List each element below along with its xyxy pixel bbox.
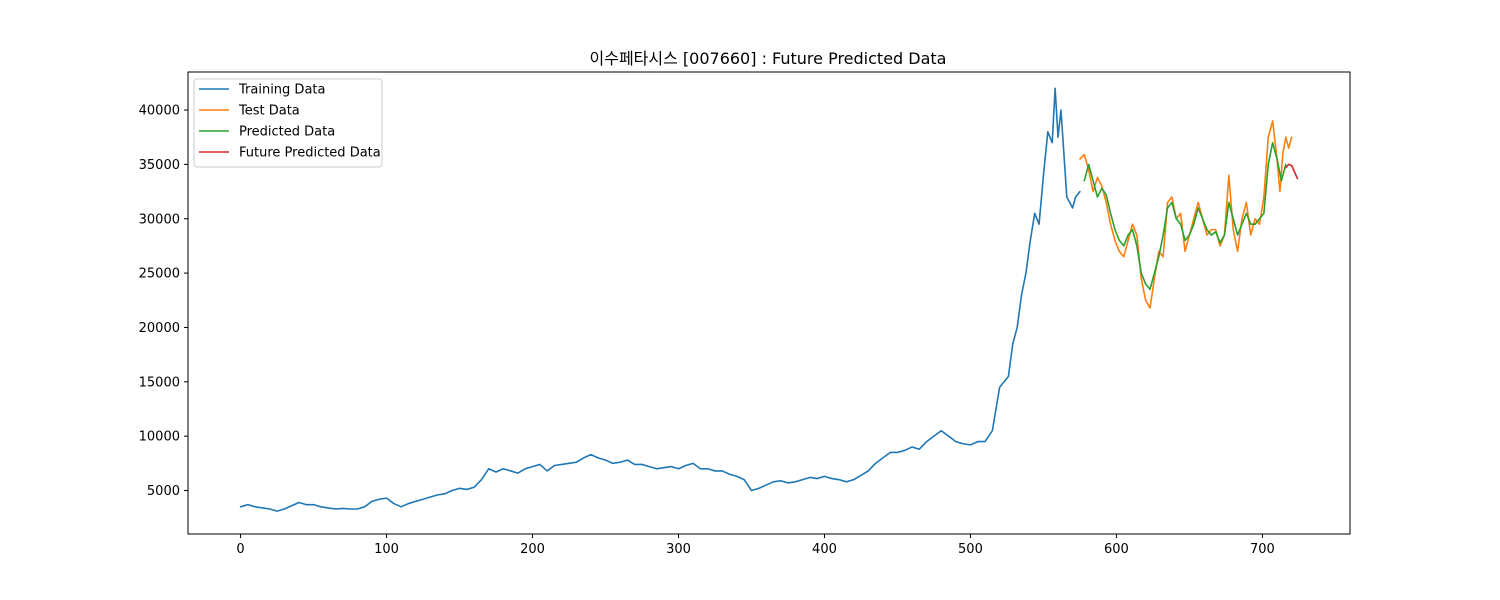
series-line-3 [1284,163,1299,180]
series-line-2 [1083,141,1287,291]
series-line-0 [239,87,1081,512]
chart-title: 이수페타시스 [007660] : Future Predicted Data [590,49,947,68]
x-tick-label: 500 [958,542,983,557]
x-tick-label: 100 [374,542,399,557]
x-tick-label: 700 [1250,542,1275,557]
series-layer [239,87,1299,512]
y-tick-label: 35000 [139,158,180,173]
legend-label-3: Future Predicted Data [239,146,381,161]
x-tick-label: 300 [666,542,691,557]
y-tick-label: 5000 [147,484,180,499]
legend-label-2: Predicted Data [239,125,335,140]
x-tick-label: 200 [520,542,545,557]
legend-label-0: Training Data [238,83,325,98]
x-tick-label: 600 [1104,542,1129,557]
y-tick-label: 40000 [139,104,180,119]
axis-ticks: 0 100 200 300 400 500 600 700 5000 10000 15000 2000… [139,104,1275,557]
plot-area-frame [187,71,1351,535]
x-tick-label: 0 [236,542,244,557]
y-tick-label: 25000 [139,267,180,282]
x-tick-label: 400 [812,542,837,557]
legend: Training Data Test Data Predicted Data Futu… [193,78,383,168]
y-tick-label: 10000 [139,430,180,445]
y-tick-label: 15000 [139,375,180,390]
legend-label-1: Test Data [238,104,300,119]
y-tick-label: 30000 [139,212,180,227]
y-tick-label: 20000 [139,321,180,336]
legend-box [193,78,383,168]
